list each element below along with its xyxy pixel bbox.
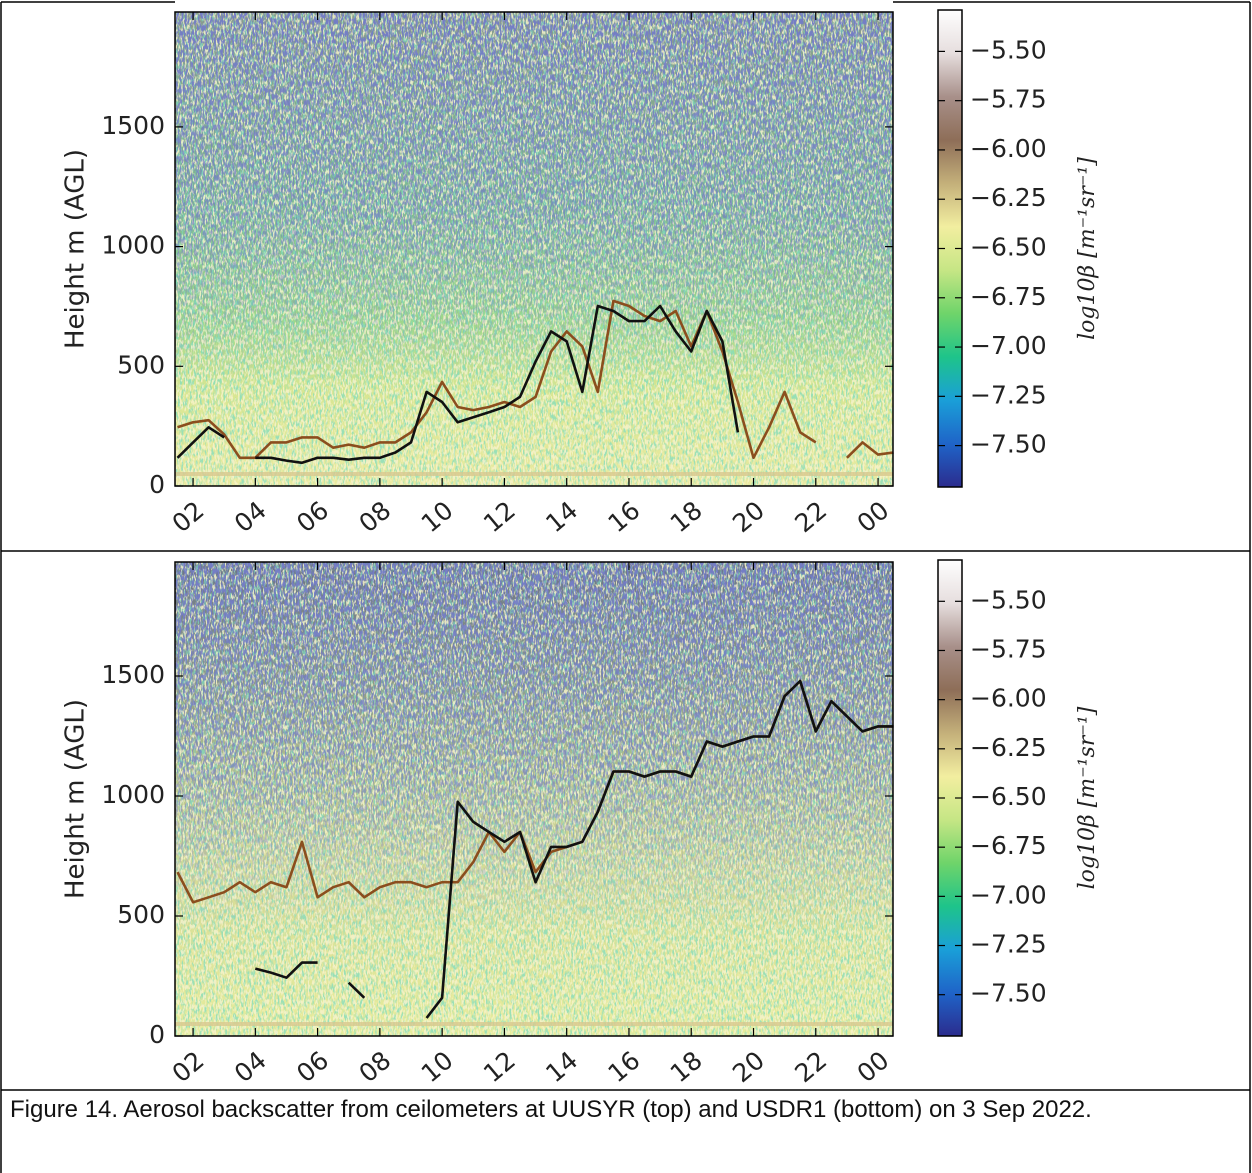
- x-tick-label: 04: [229, 1046, 272, 1089]
- colorbar-tick-label: −5.75: [970, 634, 1047, 663]
- y-axis-label: Height m (AGL): [61, 149, 91, 349]
- colorbar-tick-label: −6.50: [970, 782, 1047, 811]
- heatmap-background: [175, 562, 893, 1036]
- colorbar-tick-label: −7.25: [970, 930, 1047, 959]
- colorbar-tick-label: −5.50: [970, 35, 1047, 64]
- x-tick-label: 16: [602, 496, 645, 539]
- x-tick-label: 16: [602, 1046, 645, 1089]
- colorbar-tick-label: −7.25: [970, 380, 1047, 409]
- x-tick-label: 20: [727, 496, 770, 539]
- colorbar-tick-label: −6.00: [970, 134, 1047, 163]
- y-tick-label: 500: [117, 350, 165, 379]
- x-tick-label: 06: [291, 496, 334, 539]
- x-tick-label: 12: [478, 496, 521, 539]
- x-tick-label: 08: [353, 1046, 396, 1089]
- colorbar-tick-label: −7.00: [970, 331, 1047, 360]
- data-line: [254, 679, 894, 1019]
- colorbar-tick-label: −6.75: [970, 831, 1047, 860]
- colorbar-tick-label: −6.50: [970, 233, 1047, 262]
- colorbar-tick-label: −5.50: [970, 585, 1047, 614]
- x-tick-label: 20: [727, 1046, 770, 1089]
- colorbar-tick-label: −6.00: [970, 684, 1047, 713]
- x-tick-label: 14: [540, 1046, 583, 1089]
- x-tick-label: 04: [229, 496, 272, 539]
- colorbar-tick-label: −7.50: [970, 430, 1047, 459]
- x-tick-label: 06: [291, 1046, 334, 1089]
- colorbar-tick-label: −6.25: [970, 733, 1047, 762]
- heatmap-background: [175, 12, 893, 486]
- colorbar-label: log10β [m⁻¹sr⁻¹]: [1075, 157, 1100, 340]
- x-tick-label: 14: [540, 496, 583, 539]
- plot-frame: [174, 561, 894, 1037]
- y-tick-label: 500: [117, 900, 165, 929]
- x-tick-label: 10: [416, 1046, 459, 1089]
- colorbar-label: log10β [m⁻¹sr⁻¹]: [1075, 706, 1100, 889]
- plot-frame: [174, 11, 894, 487]
- y-tick-label: 1500: [101, 111, 165, 140]
- y-tick-label: 0: [149, 470, 165, 499]
- colorbar-tick-label: −6.25: [970, 183, 1047, 212]
- colorbar-tick-label: −6.75: [970, 282, 1047, 311]
- colorbar-tick-label: −7.50: [970, 979, 1047, 1008]
- x-tick-label: 08: [353, 496, 396, 539]
- x-tick-label: 12: [478, 1046, 521, 1089]
- x-tick-label: 10: [416, 496, 459, 539]
- x-tick-label: 18: [665, 496, 708, 539]
- x-tick-label: 00: [852, 496, 895, 539]
- x-tick-label: 00: [852, 1046, 895, 1089]
- colorbar-tick-label: −7.00: [970, 880, 1047, 909]
- x-tick-label: 22: [789, 496, 832, 539]
- x-tick-label: 02: [167, 496, 210, 539]
- data-line: [176, 304, 740, 465]
- figure-caption: Figure 14. Aerosol backscatter from ceil…: [10, 1096, 1092, 1123]
- y-tick-label: 0: [149, 1020, 165, 1049]
- y-tick-label: 1000: [101, 780, 165, 809]
- y-tick-label: 1000: [101, 231, 165, 260]
- y-tick-label: 1500: [101, 660, 165, 689]
- colorbar-tick-label: −5.75: [970, 85, 1047, 114]
- x-tick-label: 18: [665, 1046, 708, 1089]
- x-tick-label: 02: [167, 1046, 210, 1089]
- y-axis-label: Height m (AGL): [61, 699, 91, 899]
- x-tick-label: 22: [789, 1046, 832, 1089]
